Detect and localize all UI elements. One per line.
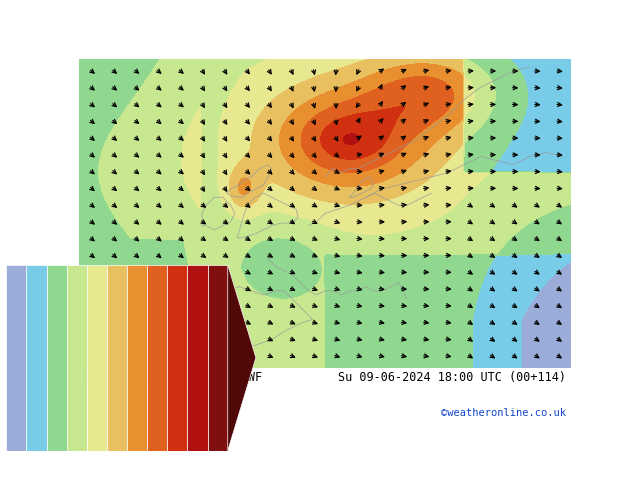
Bar bbox=[107, 265, 127, 451]
Text: Surface wind (bft)  ECMWF: Surface wind (bft) ECMWF bbox=[84, 371, 262, 384]
Bar bbox=[207, 265, 228, 451]
Text: Su 09-06-2024 18:00 UTC (00+114): Su 09-06-2024 18:00 UTC (00+114) bbox=[338, 371, 566, 384]
Bar bbox=[188, 265, 207, 451]
Bar bbox=[27, 265, 46, 451]
Bar bbox=[87, 265, 107, 451]
Bar bbox=[167, 265, 188, 451]
Bar bbox=[46, 265, 67, 451]
Bar bbox=[147, 265, 167, 451]
Bar bbox=[67, 265, 87, 451]
Text: ©weatheronline.co.uk: ©weatheronline.co.uk bbox=[441, 408, 566, 417]
Bar bbox=[127, 265, 147, 451]
Polygon shape bbox=[228, 265, 256, 451]
Bar bbox=[6, 265, 27, 451]
